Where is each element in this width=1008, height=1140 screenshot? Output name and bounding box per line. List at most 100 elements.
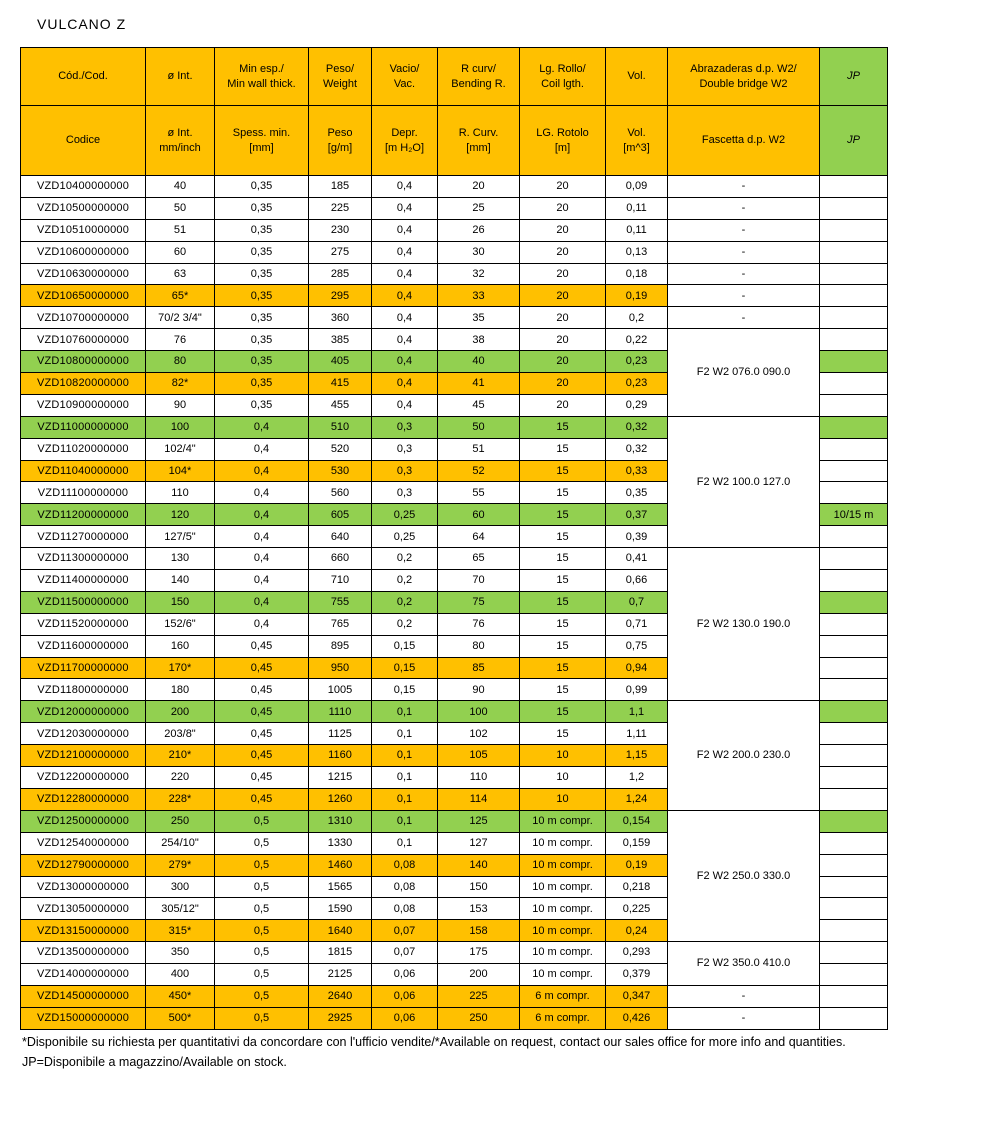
cell-diameter: 63: [145, 262, 215, 286]
cell-volume: 0,7: [605, 590, 668, 614]
cell-min-wall: 0,4: [214, 459, 309, 483]
cell-coil-length: 10: [519, 766, 606, 789]
cell-diameter: 450*: [145, 984, 215, 1008]
cell-min-wall: 0,45: [214, 634, 309, 658]
cell-double-bridge-clamp: -: [667, 196, 820, 220]
cell-bending-radius: 102: [437, 722, 520, 746]
cell-code: VZD12540000000: [20, 831, 146, 855]
header-vacuum: Depr. [m H₂O]: [371, 105, 438, 176]
cell-code: VZD10650000000: [20, 284, 146, 308]
cell-vacuum: 0,1: [371, 831, 438, 855]
cell-jp: [819, 853, 888, 877]
cell-jp: [819, 612, 888, 636]
cell-volume: 0,75: [605, 634, 668, 658]
cell-coil-length: 10 m compr.: [519, 963, 606, 986]
table-row: VZD11020000000 102/4" 0,4 520 0,3 51 15 0,32: [20, 437, 888, 461]
cell-volume: 0,99: [605, 678, 668, 702]
cell-jp: [819, 700, 888, 724]
cell-code: VZD13000000000: [20, 875, 146, 899]
header-weight: Peso/ Weight: [308, 47, 372, 106]
cell-weight: 520: [308, 437, 372, 461]
cell-volume: 0,23: [605, 372, 668, 395]
cell-code: VZD11600000000: [20, 634, 146, 658]
table-row: VZD10400000000 40 0,35 185 0,4 20 20 0,09-: [20, 175, 888, 198]
cell-weight: 2925: [308, 1006, 372, 1030]
cell-volume: 0,19: [605, 284, 668, 308]
cell-code: VZD11500000000: [20, 590, 146, 614]
cell-diameter: 104*: [145, 459, 215, 483]
header-min-wall: Min esp./ Min wall thick.: [214, 47, 309, 106]
cell-coil-length: 10 m compr.: [519, 897, 606, 921]
cell-code: VZD14500000000: [20, 984, 146, 1008]
cell-volume: 0,13: [605, 240, 668, 264]
cell-diameter: 120: [145, 503, 215, 527]
cell-double-bridge-clamp: F2 W2 100.0 127.0: [667, 415, 820, 549]
cell-weight: 385: [308, 328, 372, 352]
cell-bending-radius: 40: [437, 350, 520, 374]
table-row: VZD11800000000 180 0,45 1005 0,15 90 15 0,99: [20, 678, 888, 702]
page-title: VULCANO Z: [37, 16, 127, 32]
cell-diameter: 70/2 3/4": [145, 306, 215, 330]
cell-vacuum: 0,08: [371, 853, 438, 877]
cell-volume: 0,32: [605, 437, 668, 461]
cell-code: VZD11300000000: [20, 547, 146, 571]
cell-bending-radius: 45: [437, 393, 520, 417]
cell-volume: 0,24: [605, 919, 668, 943]
table-row: VZD10700000000 70/2 3/4" 0,35 360 0,4 35 20 0,2…: [20, 306, 888, 330]
cell-min-wall: 0,4: [214, 547, 309, 571]
cell-weight: 765: [308, 612, 372, 636]
cell-bending-radius: 30: [437, 240, 520, 264]
cell-bending-radius: 35: [437, 306, 520, 330]
cell-min-wall: 0,4: [214, 437, 309, 461]
table-row: VZD10820000000 82* 0,35 415 0,4 41 20 0,23: [20, 372, 888, 395]
cell-vacuum: 0,3: [371, 459, 438, 483]
cell-weight: 1310: [308, 809, 372, 833]
cell-code: VZD11100000000: [20, 481, 146, 505]
cell-jp: [819, 831, 888, 855]
cell-min-wall: 0,45: [214, 678, 309, 702]
cell-vacuum: 0,1: [371, 700, 438, 724]
cell-code: VZD10700000000: [20, 306, 146, 330]
cell-coil-length: 20: [519, 306, 606, 330]
cell-coil-length: 15: [519, 525, 606, 549]
cell-jp: [819, 175, 888, 198]
cell-weight: 950: [308, 656, 372, 680]
footnote-jp-stock: JP=Disponibile a magazzino/Available on …: [22, 1055, 287, 1069]
cell-min-wall: 0,4: [214, 612, 309, 636]
cell-coil-length: 15: [519, 612, 606, 636]
cell-volume: 0,379: [605, 963, 668, 986]
cell-bending-radius: 125: [437, 809, 520, 833]
cell-code: VZD12000000000: [20, 700, 146, 724]
cell-min-wall: 0,4: [214, 415, 309, 439]
cell-code: VZD13150000000: [20, 919, 146, 943]
cell-diameter: 51: [145, 218, 215, 242]
table-row: VZD13000000000 300 0,5 1565 0,08 150 10 m comp…: [20, 875, 888, 899]
cell-vacuum: 0,4: [371, 196, 438, 220]
cell-min-wall: 0,5: [214, 809, 309, 833]
cell-volume: 0,2: [605, 306, 668, 330]
cell-vacuum: 0,06: [371, 1006, 438, 1030]
cell-volume: 0,11: [605, 218, 668, 242]
cell-bending-radius: 75: [437, 590, 520, 614]
cell-code: VZD11700000000: [20, 656, 146, 680]
vulcano-product-table: Cód./Cod. ø Int. Min esp./ Min wall thick.…: [20, 47, 888, 1030]
cell-coil-length: 20: [519, 284, 606, 308]
cell-jp: [819, 350, 888, 374]
cell-coil-length: 10 m compr.: [519, 853, 606, 877]
cell-vacuum: 0,06: [371, 963, 438, 986]
cell-bending-radius: 158: [437, 919, 520, 943]
cell-min-wall: 0,45: [214, 722, 309, 746]
cell-bending-radius: 76: [437, 612, 520, 636]
cell-vacuum: 0,4: [371, 328, 438, 352]
cell-diameter: 210*: [145, 744, 215, 768]
footnote-availability: *Disponibile su richiesta per quantitati…: [22, 1035, 846, 1049]
cell-volume: 1,2: [605, 766, 668, 789]
cell-jp: [819, 656, 888, 680]
cell-bending-radius: 65: [437, 547, 520, 571]
cell-bending-radius: 20: [437, 175, 520, 198]
cell-code: VZD10400000000: [20, 175, 146, 198]
cell-double-bridge-clamp: -: [667, 1006, 820, 1030]
cell-volume: 0,11: [605, 196, 668, 220]
table-row: VZD10510000000 51 0,35 230 0,4 26 20 0,11-: [20, 218, 888, 242]
cell-vacuum: 0,07: [371, 919, 438, 943]
